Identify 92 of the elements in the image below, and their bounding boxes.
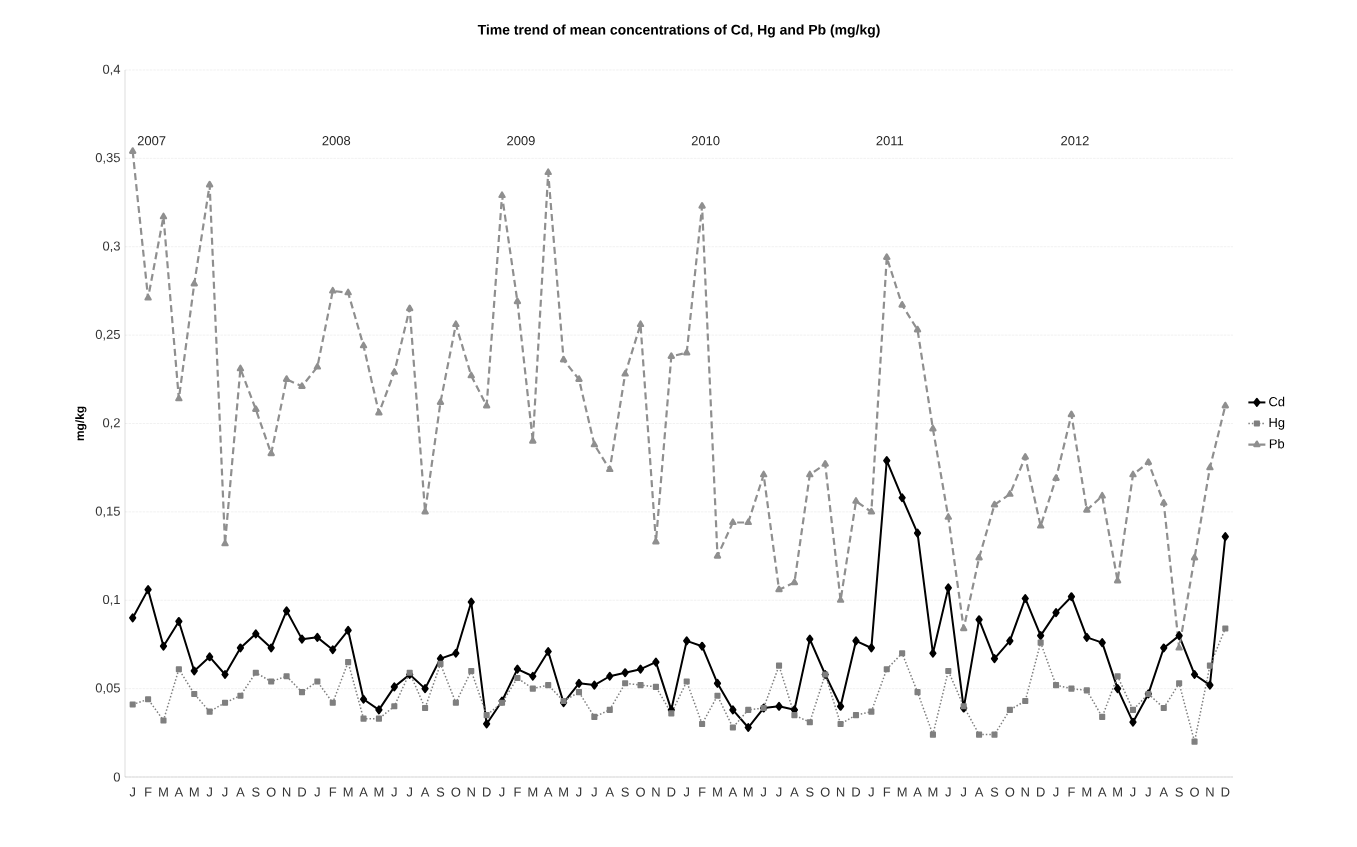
x-tick-label: M xyxy=(713,787,722,797)
x-tick-label: D xyxy=(298,787,307,797)
y-tick-label: 0,4 xyxy=(102,64,121,76)
x-tick-label: J xyxy=(406,787,412,797)
x-tick-label: A xyxy=(174,787,184,797)
x-tick-label: A xyxy=(420,787,430,797)
x-tick-label: A xyxy=(728,787,738,797)
annotation: 2012 xyxy=(1061,136,1089,146)
x-tick-label: J xyxy=(1129,787,1136,797)
x-tick-label: S xyxy=(1175,787,1183,797)
x-tick-label: J xyxy=(499,787,505,797)
x-tick-label: M xyxy=(928,787,938,797)
x-tick-label: N xyxy=(652,787,660,797)
x-tick-label: A xyxy=(359,787,368,797)
x-tick-label: S xyxy=(436,787,445,797)
x-tick-label: J xyxy=(591,787,597,797)
x-tick-label: M xyxy=(1082,787,1092,797)
annotation: 2011 xyxy=(876,136,904,146)
y-tick-label: 0,05 xyxy=(95,683,120,694)
x-tick-label: F xyxy=(145,787,152,797)
x-tick-label: M xyxy=(159,787,168,797)
x-tick-label: A xyxy=(790,787,799,797)
x-tick-label: O xyxy=(636,787,645,797)
x-tick-label: S xyxy=(806,787,814,797)
x-tick-label: J xyxy=(776,787,782,797)
x-tick-label: M xyxy=(189,787,199,797)
x-tick-label: O xyxy=(1190,787,1199,797)
y-tick-label: 0,2 xyxy=(102,418,120,429)
x-tick-label: J xyxy=(945,787,951,797)
y-tick-label: 0,15 xyxy=(95,506,120,518)
x-tick-label: F xyxy=(1068,787,1075,797)
x-tick-label: J xyxy=(760,787,766,797)
x-tick-label: J xyxy=(1053,787,1059,797)
x-tick-label: D xyxy=(852,787,861,797)
annotation: 2008 xyxy=(322,136,351,146)
x-tick-label: A xyxy=(974,787,984,797)
x-tick-label: M xyxy=(1113,787,1122,797)
x-tick-label: A xyxy=(236,787,245,797)
x-tick-label: O xyxy=(1005,787,1015,797)
x-tick-label: M xyxy=(528,787,538,797)
x-tick-label: M xyxy=(343,787,353,797)
x-tick-label: M xyxy=(743,787,753,797)
x-tick-label: D xyxy=(483,787,491,797)
y-tick-label: 0 xyxy=(113,772,120,782)
x-tick-label: J xyxy=(206,787,212,797)
x-tick-label: J xyxy=(683,787,689,797)
legend-label: Hg xyxy=(1269,418,1285,430)
x-tick-label: D xyxy=(1037,787,1045,797)
x-tick-label: N xyxy=(467,787,475,797)
x-tick-label: N xyxy=(836,787,845,797)
x-tick-label: O xyxy=(266,787,276,797)
y-tick-label: 0,35 xyxy=(95,153,120,164)
y-tick-label: 0,25 xyxy=(95,329,120,341)
x-tick-label: M xyxy=(374,787,384,797)
x-tick-label: M xyxy=(897,787,907,797)
x-tick-label: J xyxy=(1145,787,1151,797)
x-tick-label: D xyxy=(1221,787,1230,797)
x-tick-label: N xyxy=(1021,787,1029,797)
legend-label: Pb xyxy=(1269,438,1285,449)
x-tick-label: D xyxy=(667,787,676,797)
annotation: 2009 xyxy=(507,136,535,146)
y-axis-title: mg/kg xyxy=(75,406,87,441)
x-tick-label: J xyxy=(868,787,874,797)
x-tick-label: A xyxy=(605,787,615,797)
y-tick-label: 0,3 xyxy=(102,241,120,253)
x-tick-label: O xyxy=(451,787,461,797)
x-tick-label: F xyxy=(329,787,337,797)
x-tick-label: J xyxy=(575,787,582,797)
x-tick-label: S xyxy=(252,787,260,797)
x-tick-label: J xyxy=(391,787,397,797)
legend-label: Cd xyxy=(1269,396,1285,407)
x-tick-label: O xyxy=(820,787,830,797)
x-tick-label: J xyxy=(314,787,320,797)
chart-title: Time trend of mean concentrations of Cd, Hg and Pb (mg/kg) xyxy=(477,24,880,38)
x-tick-label: S xyxy=(621,787,629,797)
x-tick-label: J xyxy=(960,787,966,797)
y-tick-label: 0,1 xyxy=(102,594,120,606)
x-tick-label: J xyxy=(221,787,228,797)
x-tick-label: J xyxy=(129,787,135,797)
x-tick-label: F xyxy=(883,787,891,797)
x-tick-label: M xyxy=(559,787,568,797)
x-tick-label: A xyxy=(1159,787,1169,797)
x-tick-label: S xyxy=(990,787,999,797)
annotation: 2007 xyxy=(137,136,166,146)
x-tick-label: F xyxy=(514,787,521,797)
x-tick-label: A xyxy=(543,787,553,797)
x-tick-label: N xyxy=(282,787,291,797)
x-tick-label: F xyxy=(699,787,706,797)
x-tick-label: A xyxy=(1097,787,1107,797)
annotation: 2010 xyxy=(691,136,720,146)
x-tick-label: N xyxy=(1206,787,1214,797)
x-tick-label: A xyxy=(913,787,922,797)
